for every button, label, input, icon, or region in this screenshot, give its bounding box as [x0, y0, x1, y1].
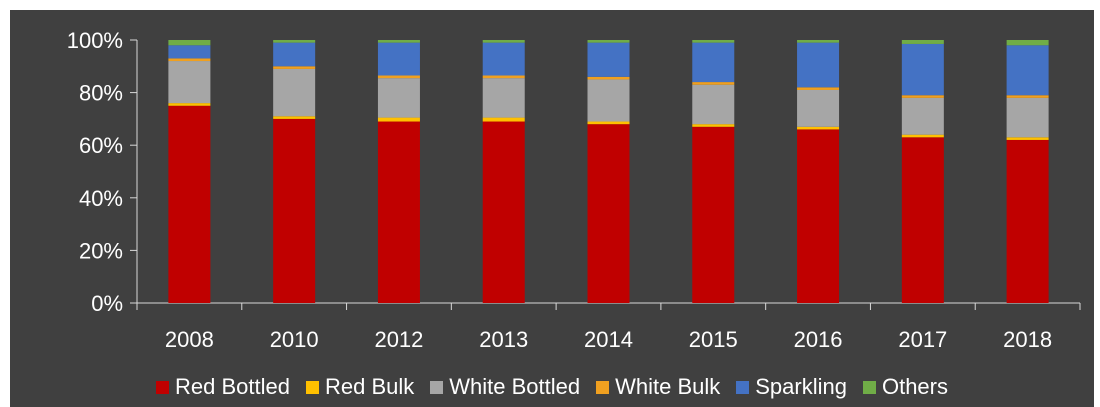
- bar-segment-red-bulk: [1006, 137, 1049, 140]
- stacked-bar-chart: 0%20%40%60%80%100% 2008 2010 2012 2013 2014 2…: [67, 28, 1081, 352]
- bar-segment-white-bulk: [273, 66, 316, 69]
- bar-segment-white-bulk: [692, 82, 735, 85]
- bar-segment-white-bulk: [901, 95, 944, 98]
- legend-swatch: [862, 380, 876, 394]
- bar-segment-sparkling: [273, 42, 316, 67]
- legend-swatch: [305, 380, 319, 394]
- bar-segment-white-bottled: [797, 89, 840, 127]
- y-tick-label: 0%: [91, 291, 123, 316]
- x-tick-label: 2018: [1003, 327, 1052, 352]
- bar-segment-others: [797, 40, 840, 43]
- bar-segment-red-bottled: [377, 121, 420, 303]
- legend-item-others: Others: [862, 374, 948, 400]
- bar-segment-white-bottled: [168, 61, 211, 104]
- x-tick-label: 2014: [584, 327, 633, 352]
- legend-swatch: [736, 380, 750, 394]
- bar-segment-sparkling: [377, 42, 420, 76]
- bar-segment-white-bulk: [1006, 95, 1049, 98]
- x-tick-label: 2012: [374, 327, 423, 352]
- y-tick-label: 60%: [79, 133, 123, 158]
- legend-label: White Bottled: [449, 374, 581, 399]
- bar-segment-red-bottled: [587, 124, 630, 303]
- legend-item-white-bulk: White Bulk: [596, 374, 720, 400]
- legend-label: Red Bottled: [175, 374, 290, 399]
- legend-label: Red Bulk: [324, 374, 415, 399]
- bar-segment-sparkling: [901, 43, 944, 96]
- bar-segment-sparkling: [587, 42, 630, 77]
- legend: Red Bottled Red Bulk White Bottled White Bu…: [10, 370, 1094, 404]
- chart-panel: 0% 20% 40% 60% 80% 100% 2008 2010 2012 2013 2014 2…: [10, 10, 1094, 407]
- bar-segment-white-bottled: [901, 97, 944, 135]
- bar-segment-sparkling: [168, 45, 211, 59]
- bar-segment-others: [587, 40, 630, 43]
- bar-segment-red-bulk: [273, 116, 316, 119]
- bar-segment-white-bottled: [377, 78, 420, 118]
- bar-segment-others: [901, 40, 944, 44]
- legend-swatch: [596, 380, 610, 394]
- bar-segment-red-bottled: [1006, 139, 1049, 303]
- y-axis: 0% 20% 40% 60% 80% 100%: [67, 28, 138, 316]
- bar-segment-red-bottled: [273, 118, 316, 304]
- bar-stacks: [168, 40, 1049, 304]
- bar-segment-others: [168, 40, 211, 46]
- legend-label: Others: [881, 374, 948, 399]
- bar-segment-sparkling: [692, 42, 735, 83]
- bar-segment-red-bulk: [482, 117, 525, 122]
- y-tick-label: 40%: [79, 186, 123, 211]
- legend-swatch: [430, 380, 444, 394]
- x-tick-label: 2017: [898, 327, 947, 352]
- x-tick-label: 2016: [794, 327, 843, 352]
- x-tick-label: 2010: [270, 327, 319, 352]
- bar-segment-white-bottled: [692, 84, 735, 125]
- legend-item-sparkling: Sparkling: [736, 374, 847, 400]
- bar-segment-white-bulk: [587, 76, 630, 80]
- y-tick-label: 80%: [79, 81, 123, 106]
- bar-segment-others: [692, 40, 735, 43]
- bar-segment-others: [273, 40, 316, 43]
- bar-segment-others: [1006, 40, 1049, 46]
- bar-segment-others: [377, 40, 420, 43]
- bar-segment-sparkling: [797, 42, 840, 88]
- legend-label: White Bulk: [615, 374, 721, 399]
- y-tick-label: 100%: [67, 28, 123, 53]
- bar-segment-red-bottled: [168, 105, 211, 303]
- bar-segment-red-bottled: [482, 121, 525, 303]
- legend-item-red-bulk: Red Bulk: [305, 374, 415, 400]
- x-tick-label: 2013: [479, 327, 528, 352]
- legend-item-red-bottled: Red Bottled: [156, 374, 290, 400]
- bar-segment-red-bottled: [692, 126, 735, 303]
- legend-label: Sparkling: [755, 374, 847, 399]
- bar-segment-white-bulk: [482, 75, 525, 79]
- bar-segment-red-bottled: [797, 129, 840, 303]
- bar-segment-red-bottled: [901, 137, 944, 303]
- bar-segment-red-bulk: [587, 121, 630, 125]
- x-tick-label: 2008: [165, 327, 214, 352]
- bar-segment-red-bulk: [168, 103, 211, 106]
- bar-segment-white-bulk: [377, 75, 420, 79]
- bar-segment-sparkling: [482, 42, 525, 76]
- bar-segment-white-bulk: [168, 58, 211, 62]
- bar-segment-others: [482, 40, 525, 43]
- x-axis: 2008 2010 2012 2013 2014 2015 2016 2017 2018: [136, 302, 1081, 352]
- legend-item-white-bottled: White Bottled: [430, 374, 580, 400]
- x-tick-label: 2015: [689, 327, 738, 352]
- bar-segment-red-bulk: [692, 124, 735, 127]
- bar-segment-red-bulk: [797, 126, 840, 130]
- bar-segment-sparkling: [1006, 45, 1049, 96]
- bar-segment-red-bulk: [377, 117, 420, 122]
- bar-segment-red-bulk: [901, 134, 944, 138]
- bar-segment-white-bottled: [1006, 97, 1049, 138]
- bar-segment-white-bottled: [587, 79, 630, 122]
- legend-swatch: [156, 380, 169, 394]
- bar-segment-white-bottled: [273, 68, 316, 117]
- bar-segment-white-bulk: [797, 87, 840, 90]
- y-tick-label: 20%: [79, 238, 123, 263]
- bar-segment-white-bottled: [482, 78, 525, 118]
